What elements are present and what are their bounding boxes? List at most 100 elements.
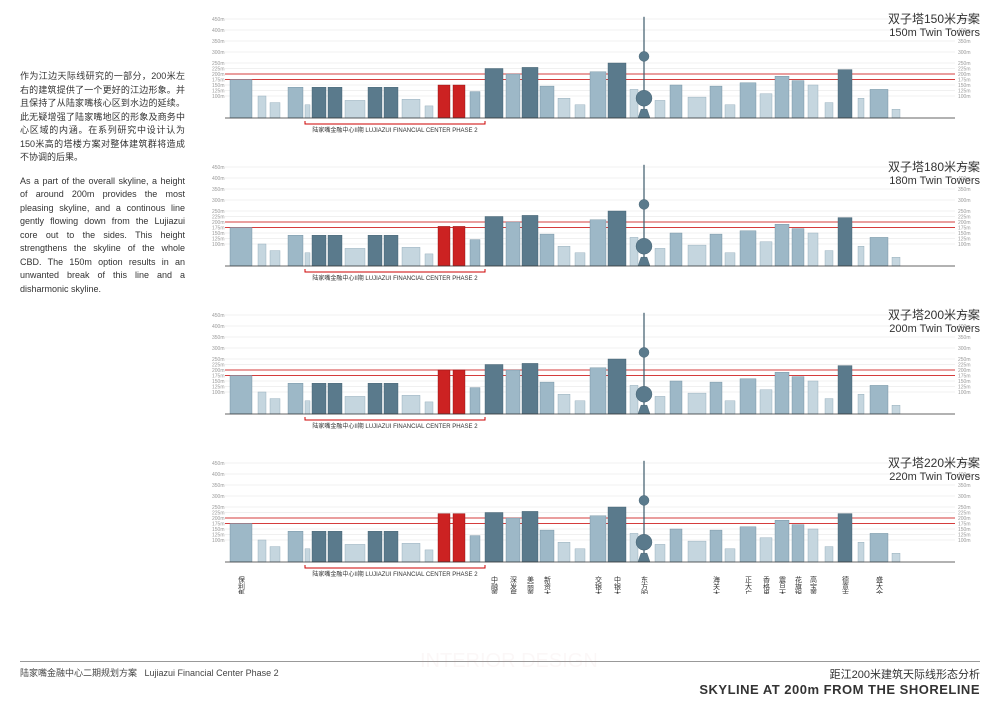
svg-text:250m: 250m	[212, 357, 225, 363]
svg-text:100m: 100m	[958, 538, 971, 544]
svg-text:175m: 175m	[212, 522, 225, 528]
footer-project-cn: 陆家嘴金融中心二期规划方案	[20, 668, 137, 678]
svg-text:250m: 250m	[958, 357, 971, 363]
svg-text:正大广场: 正大广场	[745, 576, 753, 594]
skyline-panel: 双子塔180米方案180m Twin Towers100m100m125m125…	[200, 158, 980, 298]
svg-text:200m: 200m	[958, 516, 971, 522]
svg-text:100m: 100m	[212, 390, 225, 396]
svg-text:175m: 175m	[958, 374, 971, 380]
svg-text:300m: 300m	[958, 198, 971, 204]
svg-text:125m: 125m	[212, 89, 225, 95]
svg-text:100m: 100m	[958, 390, 971, 396]
svg-text:100m: 100m	[212, 538, 225, 544]
svg-text:125m: 125m	[212, 533, 225, 539]
svg-text:175m: 175m	[212, 226, 225, 232]
svg-text:中融置业: 中融置业	[491, 575, 499, 594]
svg-text:450m: 450m	[212, 165, 225, 171]
svg-text:125m: 125m	[958, 89, 971, 95]
svg-text:150m: 150m	[212, 379, 225, 385]
svg-text:125m: 125m	[212, 237, 225, 243]
svg-text:250m: 250m	[958, 209, 971, 215]
svg-text:225m: 225m	[212, 215, 225, 221]
svg-text:200m: 200m	[958, 72, 971, 78]
svg-text:350m: 350m	[958, 39, 971, 45]
panel-title-cn: 双子塔200米方案	[888, 306, 980, 323]
svg-text:震旦大厦: 震旦大厦	[779, 576, 787, 594]
svg-text:陆家嘴金融中心II期 LUJIAZUI FINANCIAL: 陆家嘴金融中心II期 LUJIAZUI FINANCIAL CENTER PHA…	[312, 570, 478, 578]
text-column: 作为江边天际线研究的一部分，200米左右的建筑提供了一个更好的江边形象。并且保持…	[20, 10, 200, 677]
skyline-svg: 100m100m125m125m150m150m175m175m200m200m…	[200, 454, 980, 594]
svg-text:400m: 400m	[212, 176, 225, 182]
svg-text:125m: 125m	[958, 237, 971, 243]
svg-text:深发展: 深发展	[510, 575, 518, 594]
skyline-svg: 100m100m125m125m150m150m175m175m200m200m…	[200, 306, 980, 446]
panel-title: 双子塔220米方案220m Twin Towers	[888, 454, 980, 483]
svg-text:400m: 400m	[212, 472, 225, 478]
svg-text:100m: 100m	[212, 94, 225, 100]
svg-text:150m: 150m	[212, 527, 225, 533]
footer: 陆家嘴金融中心二期规划方案 Lujiazui Financial Center …	[20, 661, 980, 697]
panel-title-en: 150m Twin Towers	[888, 27, 980, 39]
svg-text:新资大厦: 新资大厦	[544, 575, 552, 594]
skyline-panel: 双子塔200米方案200m Twin Towers100m100m125m125…	[200, 306, 980, 446]
svg-text:香格里拉二期: 香格里拉二期	[763, 575, 771, 594]
svg-text:150m: 150m	[958, 83, 971, 89]
svg-text:400m: 400m	[212, 324, 225, 330]
panel-title-cn: 双子塔180米方案	[888, 158, 980, 175]
svg-text:美丽置地: 美丽置地	[527, 575, 535, 594]
svg-text:300m: 300m	[212, 494, 225, 500]
svg-text:陆家嘴金融中心II期 LUJIAZUI FINANCIAL: 陆家嘴金融中心II期 LUJIAZUI FINANCIAL CENTER PHA…	[312, 126, 478, 134]
panel-title: 双子塔150米方案150m Twin Towers	[888, 10, 980, 39]
skyline-svg: 100m100m125m125m150m150m175m175m200m200m…	[200, 10, 980, 150]
svg-text:200m: 200m	[958, 220, 971, 226]
svg-text:125m: 125m	[212, 385, 225, 391]
paragraph-en: As a part of the overall skyline, a heig…	[20, 175, 185, 297]
svg-text:150m: 150m	[212, 83, 225, 89]
footer-title-cn: 距江200米建筑天际线形态分析	[699, 666, 980, 682]
svg-text:高宝置业: 高宝置业	[810, 575, 818, 594]
svg-text:225m: 225m	[212, 67, 225, 73]
svg-text:300m: 300m	[212, 198, 225, 204]
footer-right: 距江200米建筑天际线形态分析 SKYLINE AT 200m FROM THE…	[699, 666, 980, 697]
panel-title-en: 220m Twin Towers	[888, 471, 980, 483]
panel-title-cn: 双子塔150米方案	[888, 10, 980, 27]
svg-text:350m: 350m	[958, 187, 971, 193]
svg-text:100m: 100m	[958, 94, 971, 100]
svg-text:150m: 150m	[212, 231, 225, 237]
svg-text:250m: 250m	[212, 505, 225, 511]
svg-text:保利集团: 保利集团	[238, 575, 246, 594]
svg-text:300m: 300m	[958, 494, 971, 500]
footer-title-en: SKYLINE AT 200m FROM THE SHORELINE	[699, 682, 980, 697]
panel-title-en: 200m Twin Towers	[888, 323, 980, 335]
panel-title: 双子塔180米方案180m Twin Towers	[888, 158, 980, 187]
svg-text:225m: 225m	[958, 67, 971, 73]
svg-text:175m: 175m	[958, 522, 971, 528]
svg-text:150m: 150m	[958, 231, 971, 237]
svg-text:125m: 125m	[958, 385, 971, 391]
footer-project-en: Lujiazui Financial Center Phase 2	[145, 668, 279, 678]
svg-text:450m: 450m	[212, 461, 225, 467]
svg-text:150m: 150m	[958, 379, 971, 385]
svg-text:400m: 400m	[212, 28, 225, 34]
svg-text:350m: 350m	[958, 483, 971, 489]
svg-text:300m: 300m	[958, 50, 971, 56]
svg-text:盛大金磐: 盛大金磐	[876, 575, 884, 594]
svg-text:175m: 175m	[958, 78, 971, 84]
svg-text:450m: 450m	[212, 17, 225, 23]
svg-text:300m: 300m	[958, 346, 971, 352]
svg-text:200m: 200m	[212, 516, 225, 522]
svg-text:350m: 350m	[212, 39, 225, 45]
panel-title-cn: 双子塔220米方案	[888, 454, 980, 471]
svg-text:300m: 300m	[212, 50, 225, 56]
svg-text:225m: 225m	[958, 215, 971, 221]
svg-text:200m: 200m	[212, 220, 225, 226]
skyline-panel: 双子塔150米方案150m Twin Towers100m100m125m125…	[200, 10, 980, 150]
svg-text:250m: 250m	[958, 61, 971, 67]
svg-text:150m: 150m	[958, 527, 971, 533]
svg-text:450m: 450m	[212, 313, 225, 319]
svg-text:300m: 300m	[212, 346, 225, 352]
svg-text:125m: 125m	[958, 533, 971, 539]
svg-text:陆家嘴金融中心II期 LUJIAZUI FINANCIAL: 陆家嘴金融中心II期 LUJIAZUI FINANCIAL CENTER PHA…	[312, 422, 478, 430]
svg-text:350m: 350m	[212, 483, 225, 489]
svg-text:东方明珠: 东方明珠	[641, 575, 649, 594]
